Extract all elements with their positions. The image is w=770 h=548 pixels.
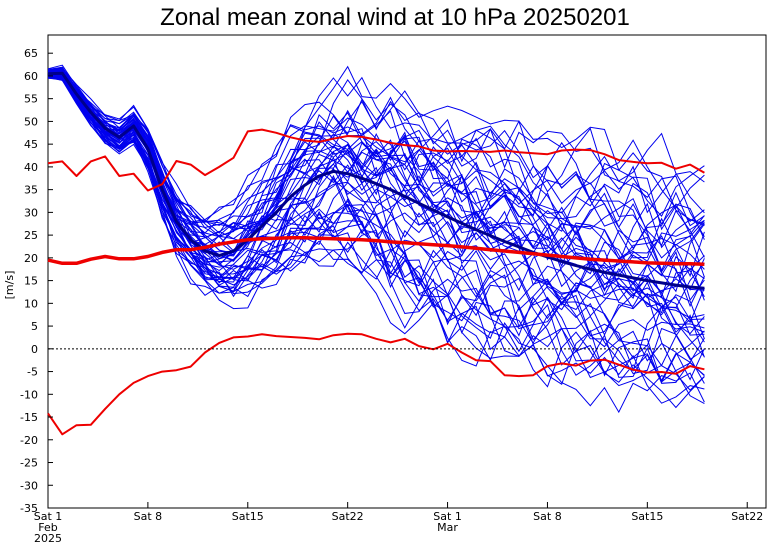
plot-area — [47, 34, 767, 509]
x-tick-label: Sat 1 — [34, 510, 63, 523]
y-tick-label: 60 — [24, 70, 38, 83]
y-tick-label: 40 — [24, 161, 38, 174]
x-tick-label: Sat22 — [332, 510, 364, 523]
ensemble-member-line — [47, 68, 705, 258]
axes: 65605550454035302520151050-5-10-15-20-25… — [20, 47, 766, 545]
ensemble-member-line — [47, 67, 705, 234]
x-tick-label: Sat15 — [631, 510, 663, 523]
ensemble-member-line — [47, 76, 705, 404]
y-tick-label: 35 — [24, 184, 38, 197]
x-tick-label: Sat 8 — [134, 510, 163, 523]
y-tick-label: 0 — [31, 343, 38, 356]
x-tick-label: Sat 8 — [533, 510, 562, 523]
y-tick-label: -5 — [27, 366, 38, 379]
ensemble-member-line — [47, 75, 705, 405]
y-tick-label: -15 — [20, 411, 38, 424]
y-tick-label: 30 — [24, 206, 38, 219]
x-tick-label: Mar — [437, 521, 458, 534]
chart-title: Zonal mean zonal wind at 10 hPa 20250201 — [160, 4, 630, 31]
climatology-min-line — [47, 332, 705, 436]
ensemble-member-line — [47, 67, 705, 232]
y-tick-label: 55 — [24, 93, 38, 106]
y-tick-label: 65 — [24, 47, 38, 60]
ensemble-member-line — [47, 66, 705, 225]
climatology-mean-line — [47, 236, 705, 266]
y-tick-label: -20 — [20, 434, 38, 447]
plot-frame — [47, 34, 767, 509]
ensemble-member-line — [47, 76, 705, 343]
x-tick-label: 2025 — [34, 532, 62, 545]
y-axis-label: [m/s] — [3, 271, 16, 300]
ensemble-member-line — [47, 69, 705, 263]
ensemble-member-line — [47, 70, 705, 278]
y-tick-label: 25 — [24, 229, 38, 242]
y-tick-label: -10 — [20, 388, 38, 401]
climatology-max-line — [47, 128, 705, 192]
y-tick-label: 5 — [31, 320, 38, 333]
y-tick-label: -30 — [20, 479, 38, 492]
x-tick-label: Sat15 — [232, 510, 264, 523]
series-lines — [47, 71, 705, 436]
ensemble-member-line — [47, 74, 705, 372]
y-tick-label: 10 — [24, 297, 38, 310]
x-tick-label: Feb — [38, 521, 57, 534]
ensemble-member-line — [47, 76, 705, 383]
y-tick-label: 15 — [24, 275, 38, 288]
ensemble-mean-line — [47, 71, 705, 290]
y-tick-label: -35 — [20, 502, 38, 515]
ensemble-member-line — [47, 70, 705, 269]
x-tick-label: Sat22 — [731, 510, 763, 523]
x-tick-label: Sat 1 — [433, 510, 462, 523]
ensemble-member-line — [47, 76, 705, 382]
y-tick-label: -25 — [20, 457, 38, 470]
ensemble-member-line — [47, 66, 705, 247]
ensemble-member-line — [47, 75, 705, 345]
y-tick-label: 50 — [24, 115, 38, 128]
y-tick-label: 20 — [24, 252, 38, 265]
y-tick-label: 45 — [24, 138, 38, 151]
ensemble-member-line — [47, 75, 705, 385]
